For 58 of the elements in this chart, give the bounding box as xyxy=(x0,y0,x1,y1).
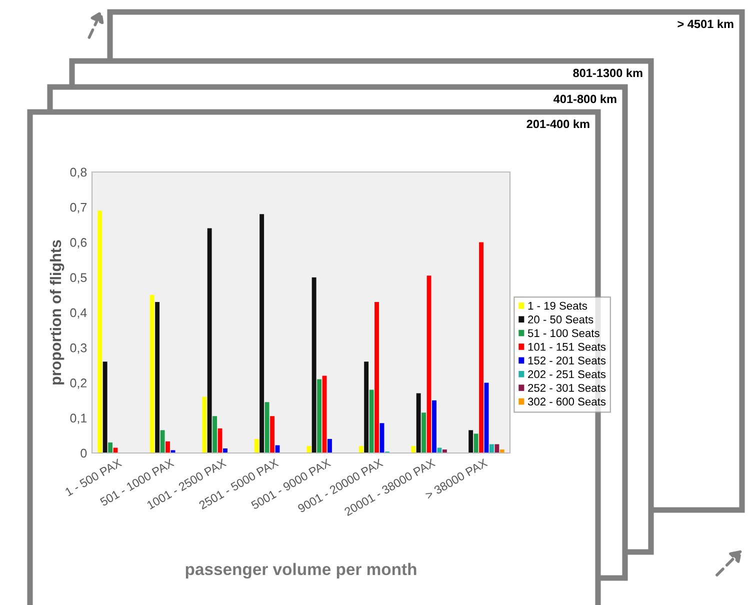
bar xyxy=(317,379,322,453)
bar xyxy=(374,302,379,453)
bar xyxy=(426,276,432,453)
bar xyxy=(494,444,500,453)
legend-label: 1 - 19 Seats xyxy=(528,302,588,310)
bar xyxy=(108,442,113,453)
legend-label: 302 - 600 Seats xyxy=(528,398,606,406)
y-tick-label: 0,4 xyxy=(70,308,87,319)
bar xyxy=(358,446,364,453)
bar xyxy=(369,390,374,453)
bar xyxy=(207,228,212,453)
y-tick-label: 0,2 xyxy=(70,378,87,389)
bar xyxy=(328,438,332,453)
bar xyxy=(437,448,442,453)
text: 801-1300 km xyxy=(573,68,642,78)
bar xyxy=(260,214,264,453)
bar xyxy=(474,434,478,453)
y-tick-label: 0,7 xyxy=(70,202,87,214)
legend-label: 51 - 100 Seats xyxy=(528,329,600,338)
bar xyxy=(160,430,165,453)
x-axis-title: passenger volume per month xyxy=(186,562,416,579)
y-tick-label: 0,6 xyxy=(70,238,87,248)
y-tick-label: 0,3 xyxy=(70,343,87,354)
bar xyxy=(479,242,484,453)
y-tick-label: 0 xyxy=(80,448,87,458)
legend-label: 20 - 50 Seats xyxy=(528,316,594,324)
bar xyxy=(416,393,421,453)
legend-label: 101 - 151 Seats xyxy=(528,342,606,351)
bar xyxy=(98,210,102,453)
bar xyxy=(489,444,494,453)
y-tick-label: 0,8 xyxy=(70,168,87,178)
y-axis-title: proportion of flights xyxy=(50,240,64,384)
bar xyxy=(166,441,170,453)
bar xyxy=(150,294,154,453)
bar xyxy=(212,416,218,453)
bar xyxy=(422,412,426,453)
bar xyxy=(254,438,259,453)
bar xyxy=(432,400,436,453)
legend-label: 152 - 201 Seats xyxy=(528,356,606,364)
text: 201-400 km xyxy=(526,120,590,128)
bar xyxy=(202,396,207,453)
bar xyxy=(364,362,369,453)
bar xyxy=(306,446,312,453)
bar xyxy=(322,376,327,453)
bar xyxy=(270,416,274,453)
bar xyxy=(102,362,108,453)
bar xyxy=(411,446,416,453)
text: 401-800 km xyxy=(554,94,616,104)
y-tick-label: 0,1 xyxy=(70,414,87,424)
bar xyxy=(155,302,160,453)
legend-label: 252 - 301 Seats xyxy=(528,384,606,392)
y-tick-label: 0,5 xyxy=(70,273,87,284)
bar xyxy=(484,382,489,453)
bar xyxy=(264,402,270,453)
text: > 4501 km xyxy=(678,20,734,28)
bar xyxy=(468,430,474,453)
bar xyxy=(312,277,316,453)
legend-label: 202 - 251 Seats xyxy=(528,370,606,378)
